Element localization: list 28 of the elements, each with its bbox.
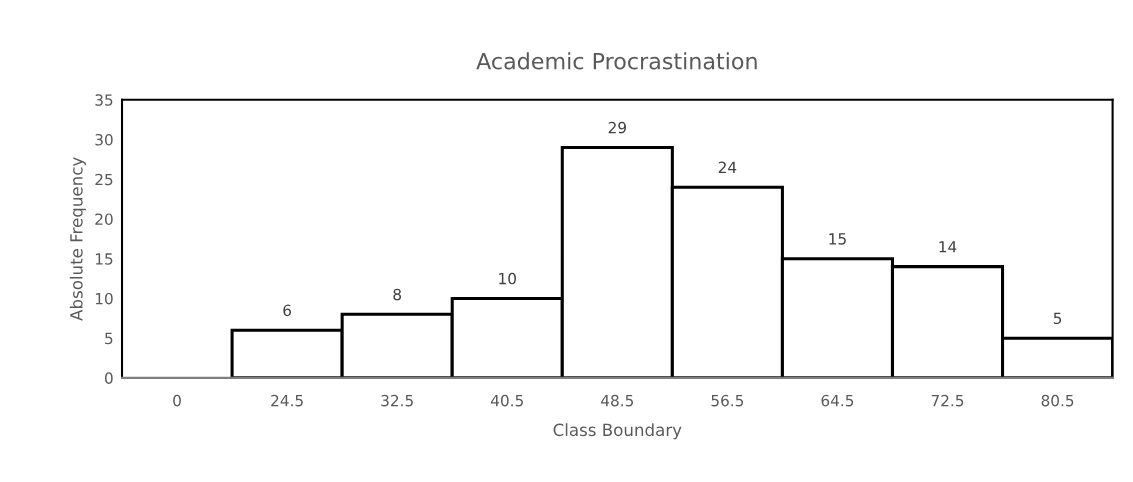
x-tick-label: 24.5 — [271, 394, 303, 407]
data-label: 24 — [718, 161, 737, 173]
y-tick-label: 0 — [104, 372, 113, 384]
data-label: 14 — [939, 241, 957, 253]
data-label: 29 — [608, 121, 626, 134]
y-tick-label: 25 — [95, 173, 113, 186]
x-tick-label: 64.5 — [821, 394, 854, 407]
data-label: 8 — [393, 288, 401, 301]
x-tick-label: 48.5 — [601, 394, 633, 407]
data-label: 10 — [499, 272, 516, 285]
y-tick-label: 35 — [95, 94, 113, 106]
y-axis-title: Absolute Frequency — [69, 157, 86, 321]
x-tick-label: 40.5 — [490, 394, 523, 407]
y-tick-label: 20 — [95, 213, 113, 225]
data-label: 6 — [283, 304, 292, 317]
x-tick-label: 80.5 — [1041, 394, 1074, 407]
y-tick-label: 10 — [95, 292, 113, 305]
x-tick-label: 0 — [173, 394, 181, 407]
x-tick-label: 56.5 — [711, 394, 744, 407]
x-axis-title: Class Boundary — [553, 423, 682, 440]
data-label: 15 — [829, 233, 846, 245]
y-tick-label: 30 — [95, 133, 113, 146]
y-tick-label: 5 — [105, 332, 113, 345]
x-tick-label: 72.5 — [931, 394, 964, 407]
data-label: 5 — [1053, 312, 1062, 325]
x-tick-label: 32.5 — [381, 394, 413, 407]
chart-title: Academic Procrastination — [476, 52, 757, 70]
y-tick-label: 15 — [95, 253, 113, 265]
